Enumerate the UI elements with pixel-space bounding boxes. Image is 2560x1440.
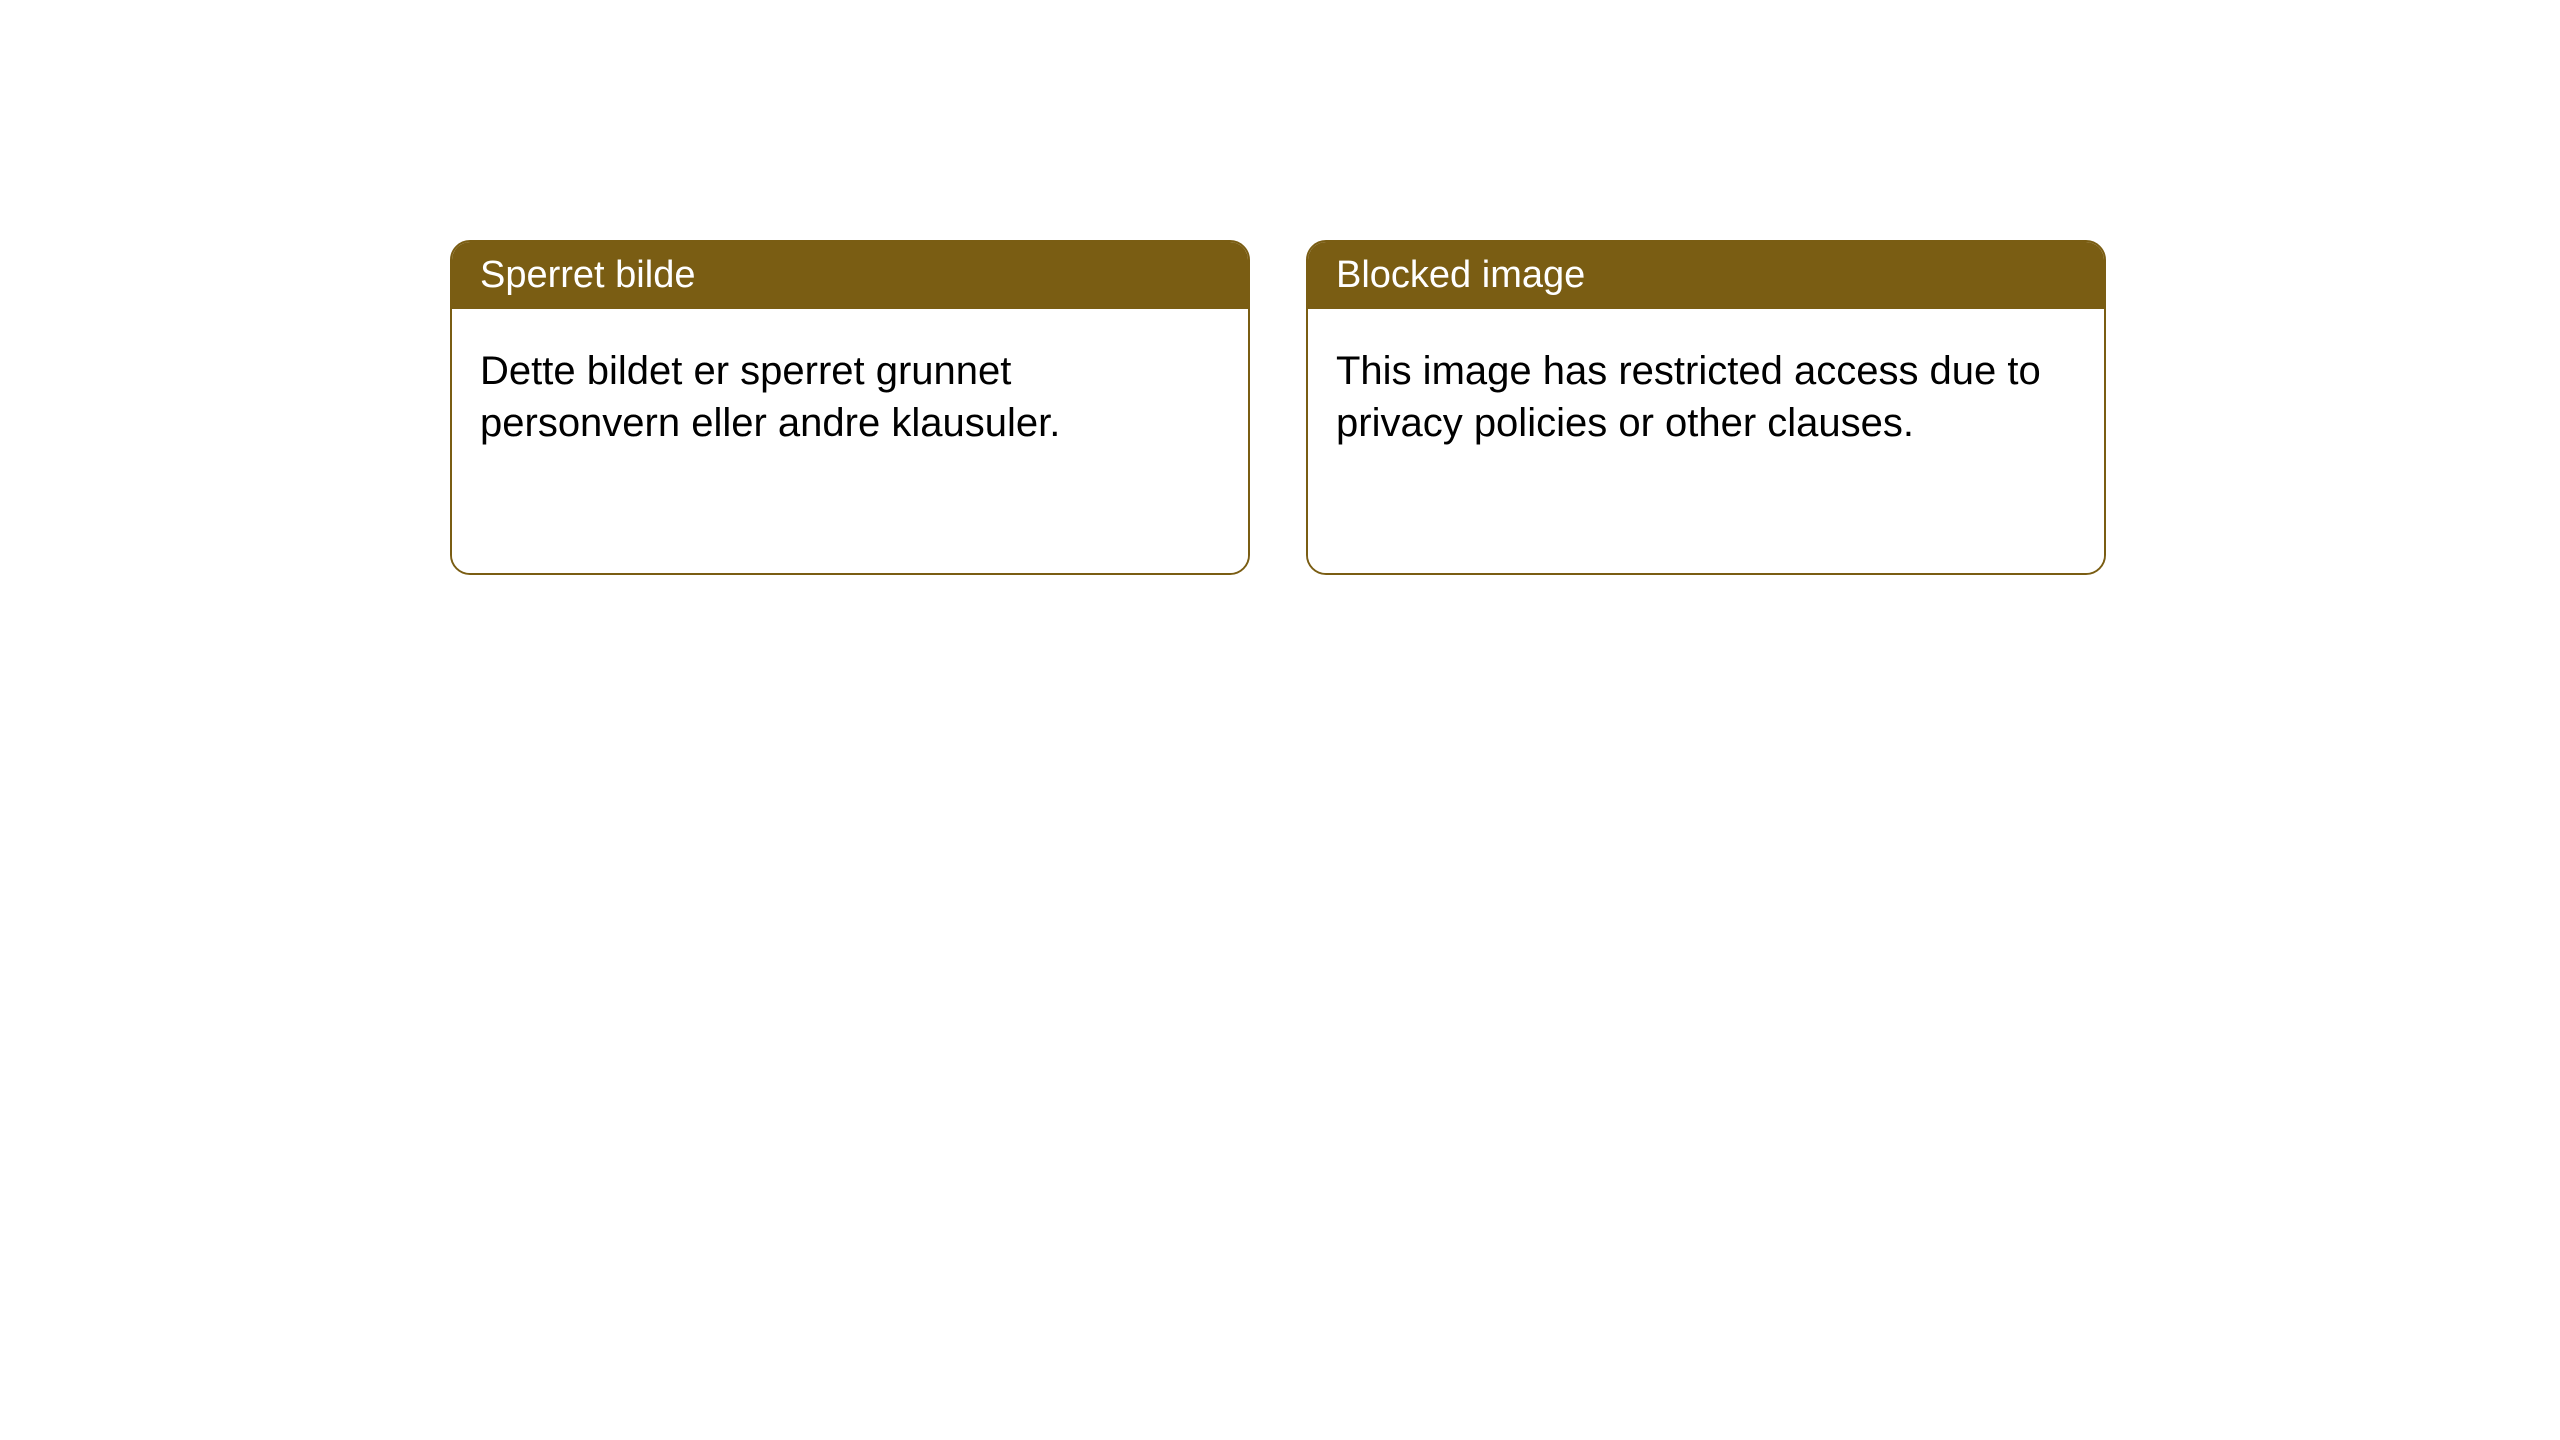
notice-card-norwegian: Sperret bilde Dette bildet er sperret gr… xyxy=(450,240,1250,575)
notice-body: Dette bildet er sperret grunnet personve… xyxy=(452,309,1248,573)
notice-message: This image has restricted access due to … xyxy=(1336,349,2041,445)
notice-header: Sperret bilde xyxy=(452,242,1248,309)
notice-title: Blocked image xyxy=(1336,254,1585,296)
notice-container: Sperret bilde Dette bildet er sperret gr… xyxy=(450,240,2106,575)
notice-message: Dette bildet er sperret grunnet personve… xyxy=(480,349,1060,445)
notice-card-english: Blocked image This image has restricted … xyxy=(1306,240,2106,575)
notice-title: Sperret bilde xyxy=(480,254,695,296)
notice-header: Blocked image xyxy=(1308,242,2104,309)
notice-body: This image has restricted access due to … xyxy=(1308,309,2104,573)
